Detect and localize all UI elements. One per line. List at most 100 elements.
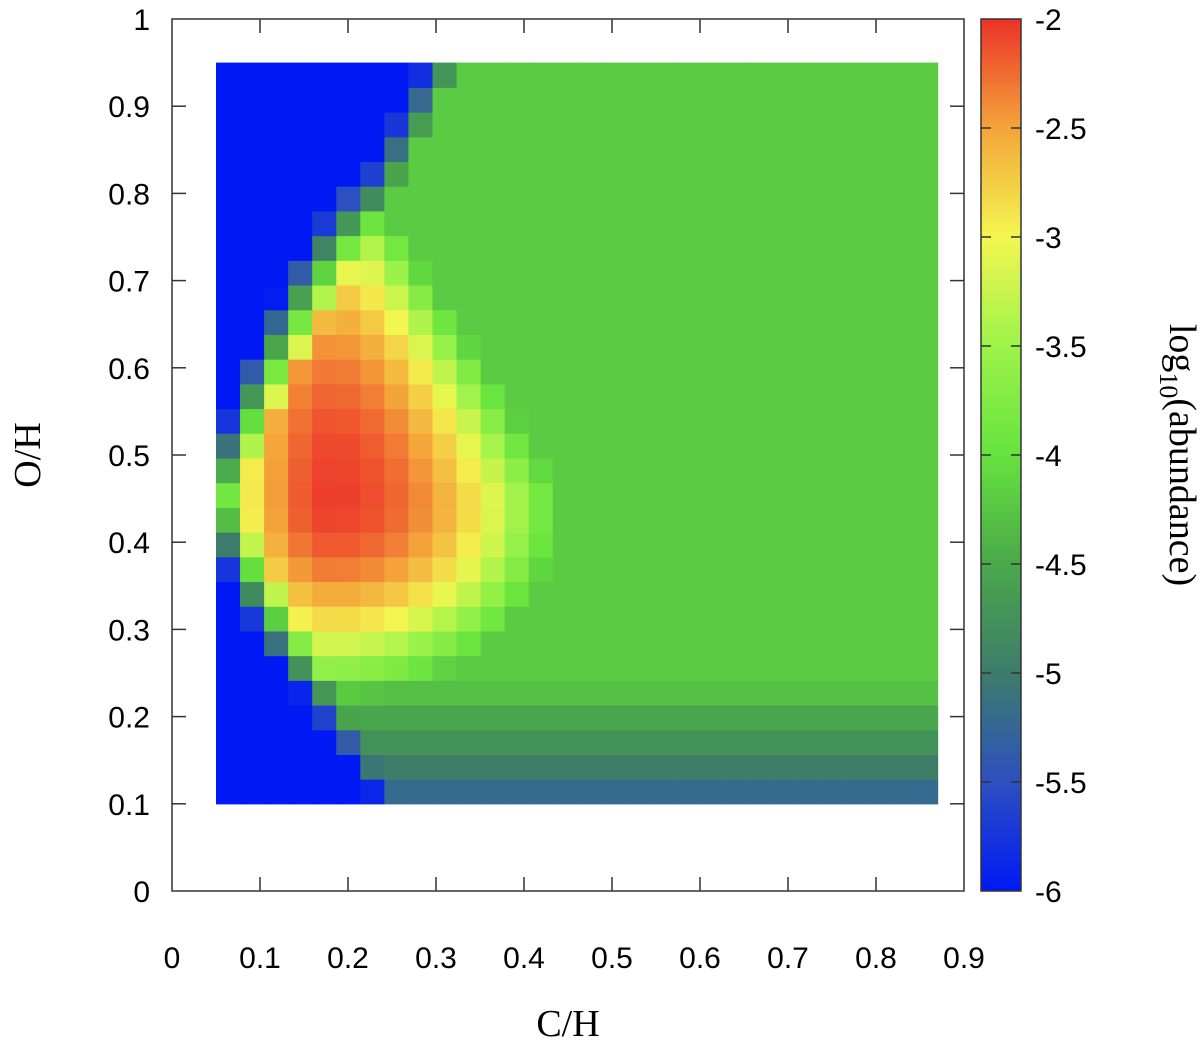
heatmap-cell <box>889 754 915 780</box>
heatmap-cell <box>793 359 818 385</box>
heatmap-cell <box>336 284 361 311</box>
colorbar-tick-label: -2 <box>1035 4 1062 37</box>
heatmap-cell <box>793 457 818 484</box>
x-tick-label: 0.7 <box>767 942 809 975</box>
heatmap-cell <box>312 532 337 558</box>
heatmap-cell <box>841 704 867 731</box>
heatmap-cell <box>456 754 482 780</box>
heatmap-cell <box>528 457 554 484</box>
heatmap-cell <box>769 186 794 212</box>
heatmap-cell <box>528 334 554 360</box>
heatmap-cell <box>240 507 265 533</box>
heatmap-cell <box>889 556 915 583</box>
heatmap-cell <box>432 704 458 731</box>
heatmap-cell <box>913 408 939 434</box>
heatmap-cell <box>312 581 337 607</box>
heatmap-cell <box>745 334 770 360</box>
heatmap-cell <box>865 457 891 484</box>
heatmap-cell <box>408 704 434 731</box>
heatmap-cell <box>408 655 434 681</box>
heatmap-cell <box>745 655 770 681</box>
heatmap-cell <box>745 532 770 558</box>
heatmap-cell <box>216 556 241 583</box>
heatmap-cell <box>817 284 842 311</box>
heatmap-cell <box>480 309 506 335</box>
heatmap-cell <box>793 87 818 113</box>
heatmap-cell <box>793 210 818 237</box>
heatmap-cell <box>913 309 939 335</box>
heatmap-cell <box>312 482 337 508</box>
heatmap-cell <box>600 62 626 88</box>
heatmap-cell <box>697 729 722 755</box>
heatmap-cell <box>648 383 674 410</box>
heatmap-cell <box>769 136 794 163</box>
heatmap-cell <box>240 284 265 311</box>
heatmap-cell <box>865 260 891 286</box>
heatmap-cell <box>841 482 867 508</box>
heatmap-cell <box>240 457 265 484</box>
heatmap-cell <box>312 704 337 731</box>
x-tick-label: 0.3 <box>415 942 457 975</box>
heatmap-cell <box>576 161 602 187</box>
heatmap-cell <box>288 359 313 385</box>
heatmap-cell <box>480 482 506 508</box>
heatmap-cell <box>408 62 434 88</box>
heatmap-cell <box>288 507 313 533</box>
heatmap-cell <box>793 606 818 632</box>
heatmap-cell <box>384 704 410 731</box>
heatmap-cell <box>865 532 891 558</box>
heatmap-cell <box>336 433 361 459</box>
heatmap-cell <box>264 704 289 731</box>
heatmap-cell <box>745 284 770 311</box>
heatmap-cell <box>384 210 410 237</box>
heatmap-cell <box>312 62 337 88</box>
heatmap-cell <box>528 309 554 335</box>
heatmap-cell <box>384 112 410 138</box>
heatmap-cell <box>913 87 939 113</box>
heatmap-cell <box>384 630 410 657</box>
heatmap-cell <box>552 556 578 583</box>
heatmap-cell <box>552 581 578 607</box>
heatmap-cell <box>360 112 385 138</box>
heatmap-cell <box>889 704 915 731</box>
heatmap-cell <box>793 186 818 212</box>
heatmap-cell <box>432 161 458 187</box>
heatmap-cell <box>480 210 506 237</box>
colorbar-tick-label: -5.5 <box>1035 767 1087 800</box>
heatmap-cell <box>552 210 578 237</box>
heatmap-cell <box>648 704 674 731</box>
heatmap-cell <box>240 186 265 212</box>
heatmap-cell <box>793 482 818 508</box>
heatmap-cell <box>600 383 626 410</box>
heatmap-cell <box>865 62 891 88</box>
heatmap-cell <box>528 210 554 237</box>
heatmap-cell <box>336 112 361 138</box>
y-tick-label: 0 <box>133 876 150 909</box>
heatmap-cell <box>793 161 818 187</box>
heatmap-cell <box>697 334 722 360</box>
heatmap-cell <box>312 680 337 706</box>
heatmap-cell <box>552 754 578 780</box>
heatmap-cell <box>865 556 891 583</box>
heatmap-cell <box>889 87 915 113</box>
heatmap-cell <box>240 482 265 508</box>
heatmap-cell <box>889 383 915 410</box>
heatmap-cell <box>673 408 698 434</box>
heatmap-cells <box>216 62 939 805</box>
heatmap-cell <box>673 729 698 755</box>
heatmap-cell <box>600 433 626 459</box>
heatmap-cell <box>384 334 410 360</box>
heatmap-cell <box>745 260 770 286</box>
heatmap-cell <box>769 482 794 508</box>
heatmap-cell <box>841 606 867 632</box>
heatmap-cell <box>384 62 410 88</box>
heatmap-cell <box>673 581 698 607</box>
heatmap-cell <box>576 284 602 311</box>
heatmap-cell <box>600 161 626 187</box>
heatmap-cell <box>312 507 337 533</box>
heatmap-cell <box>216 87 241 113</box>
heatmap-cell <box>913 655 939 681</box>
heatmap-cell <box>745 680 770 706</box>
heatmap-cell <box>600 606 626 632</box>
heatmap-cell <box>600 186 626 212</box>
